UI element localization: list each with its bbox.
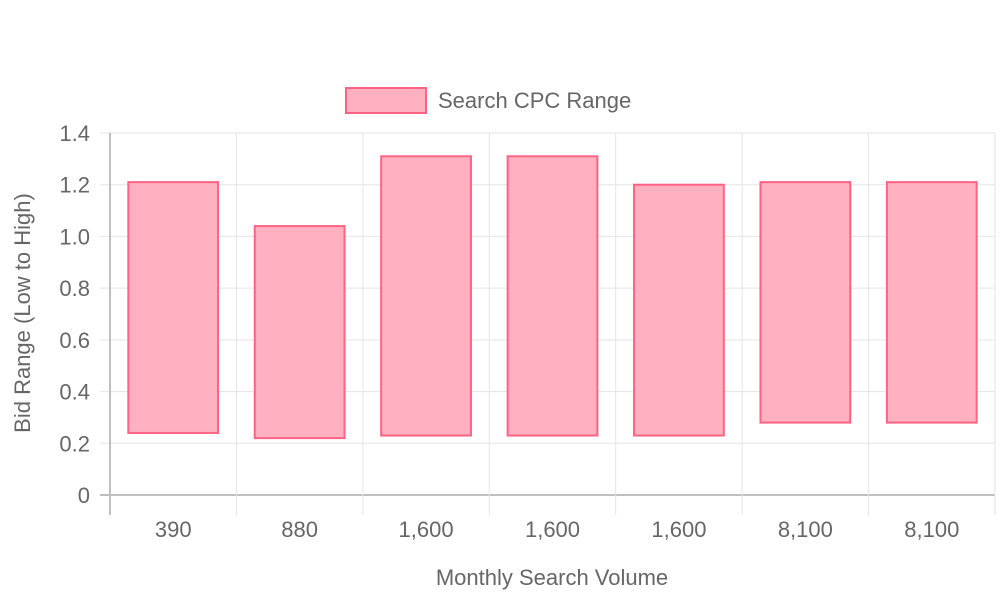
x-tick-label: 8,100 [904, 517, 959, 542]
y-tick-label: 0.6 [59, 328, 90, 353]
x-tick-label: 8,100 [778, 517, 833, 542]
y-tick-label: 0.4 [59, 380, 90, 405]
bar[interactable] [127, 181, 220, 434]
y-tick-label: 1.4 [59, 121, 90, 146]
x-tick-label: 1,600 [651, 517, 706, 542]
y-tick-label: 0.2 [59, 431, 90, 456]
x-tick-label: 880 [281, 517, 318, 542]
y-tick-label: 1.2 [59, 173, 90, 198]
x-tick-label: 1,600 [525, 517, 580, 542]
y-axis-title: Bid Range (Low to High) [10, 193, 35, 433]
bar[interactable] [633, 183, 725, 437]
bar[interactable] [885, 181, 978, 424]
bar[interactable] [253, 225, 346, 440]
y-axis-ticks: 0 0.2 0.4 0.6 0.8 1.0 1.2 1.4 [59, 121, 90, 508]
x-axis-ticks: 390 880 1,600 1,600 1,600 8,100 8,100 [155, 517, 959, 542]
legend-swatch[interactable] [345, 87, 427, 114]
legend-label[interactable]: Search CPC Range [438, 88, 631, 113]
x-axis-title: Monthly Search Volume [436, 565, 668, 590]
x-tick-label: 1,600 [399, 517, 454, 542]
legend[interactable]: Search CPC Range [345, 87, 631, 114]
x-tick-label: 390 [155, 517, 192, 542]
bars [127, 155, 978, 440]
bar[interactable] [380, 155, 472, 437]
bar[interactable] [506, 155, 599, 437]
y-tick-label: 0 [78, 483, 90, 508]
bar[interactable] [759, 181, 852, 424]
y-tick-label: 0.8 [59, 276, 90, 301]
y-tick-label: 1.0 [59, 224, 90, 249]
